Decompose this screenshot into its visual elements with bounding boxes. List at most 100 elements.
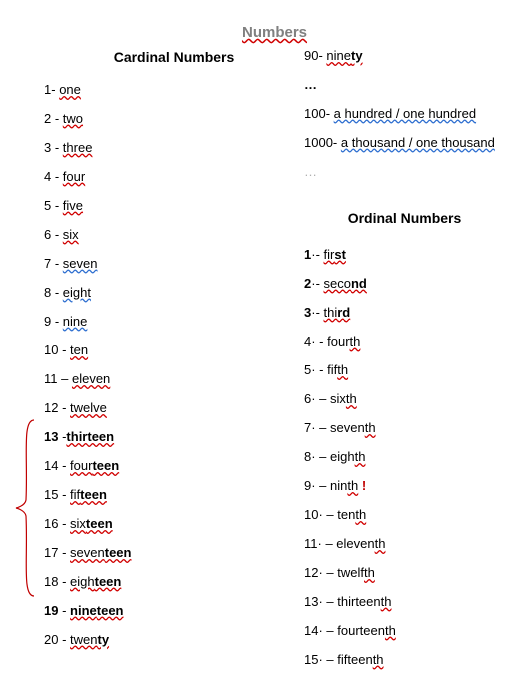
- item-separator: -: [51, 169, 63, 184]
- item-word-pre: fif: [70, 487, 80, 502]
- item-word-mid: ty: [98, 632, 110, 647]
- brace-bracket: [14, 418, 38, 598]
- item-word-mid: one: [59, 82, 81, 97]
- item-word-pre: seven: [330, 420, 365, 435]
- list-item: 6· – sixth: [304, 392, 505, 407]
- item-word-mid: five: [63, 198, 83, 213]
- item-separator: · –: [318, 623, 337, 638]
- list-item: 4 - four: [44, 170, 304, 185]
- item-word-mid: th: [355, 507, 366, 522]
- item-number: 14: [304, 623, 318, 638]
- item-word-pre: nine: [70, 603, 97, 618]
- item-word-pre: six: [330, 391, 346, 406]
- item-separator: -: [326, 106, 334, 121]
- list-item: 14 - fourteen: [44, 459, 304, 474]
- item-word-mid: th: [365, 420, 376, 435]
- item-word-mid: nine: [63, 314, 88, 329]
- item-number: 17: [44, 545, 58, 560]
- item-separator: -: [58, 603, 70, 618]
- item-separator: ·-: [311, 247, 323, 262]
- item-number: 20: [44, 632, 58, 647]
- item-separator: -: [58, 574, 70, 589]
- raw-text: …: [304, 77, 317, 92]
- list-item: 1000- a thousand / one thousand: [304, 136, 505, 151]
- item-number: 12: [44, 400, 58, 415]
- item-separator: -: [58, 516, 70, 531]
- list-item: 9 - nine: [44, 315, 304, 330]
- left-column: Cardinal Numbers 1- one2 - two3 - three4…: [44, 49, 304, 682]
- item-word-mid: four: [63, 169, 85, 184]
- list-item: 15· – fifteenth: [304, 653, 505, 668]
- item-separator: · –: [318, 594, 337, 609]
- item-word-suf: !: [358, 478, 366, 493]
- item-separator: -: [51, 256, 63, 271]
- list-item: 18 - eighteen: [44, 575, 304, 590]
- item-word-mid: a thousand / one thousand: [341, 135, 495, 150]
- cardinal-heading: Cardinal Numbers: [44, 49, 304, 65]
- item-number: 90: [304, 48, 318, 63]
- item-separator: -: [333, 135, 341, 150]
- item-word-mid: th: [350, 334, 361, 349]
- item-separator: ·-: [311, 305, 323, 320]
- item-word-mid: th: [385, 623, 396, 638]
- item-word-pre: fourteen: [337, 623, 385, 638]
- item-word-mid: th: [373, 652, 384, 667]
- item-separator: · –: [318, 652, 337, 667]
- list-item: 7· – seventh: [304, 421, 505, 436]
- list-item: 15 - fifteen: [44, 488, 304, 503]
- item-word-pre: twelf: [337, 565, 364, 580]
- item-word-mid: teen: [92, 458, 119, 473]
- item-separator: · -: [311, 362, 327, 377]
- item-separator: ·-: [311, 276, 323, 291]
- item-word-pre: six: [70, 516, 86, 531]
- item-separator: · -: [311, 334, 327, 349]
- item-word-mid: th: [375, 536, 386, 551]
- item-number: 18: [44, 574, 58, 589]
- item-word-mid: twelve: [70, 400, 107, 415]
- item-separator: · –: [318, 565, 337, 580]
- list-item: 16 - sixteen: [44, 517, 304, 532]
- raw-text: …: [304, 164, 317, 179]
- item-word-mid: six: [63, 227, 79, 242]
- item-word-mid: th: [364, 565, 375, 580]
- item-number: 11: [304, 536, 318, 551]
- item-word-pre: nin: [330, 478, 347, 493]
- item-word-pre: eigh: [330, 449, 355, 464]
- item-word-mid: ty: [351, 48, 363, 63]
- item-separator: -: [58, 545, 70, 560]
- list-item: 13· – thirteenth: [304, 595, 505, 610]
- list-item: 19 - nineteen: [44, 604, 304, 619]
- item-word-mid: seven: [63, 256, 98, 271]
- item-number: 1000: [304, 135, 333, 150]
- item-word-pre: eleven: [336, 536, 374, 551]
- item-number: 14: [44, 458, 58, 473]
- item-separator: · –: [311, 391, 330, 406]
- item-separator: -: [51, 111, 63, 126]
- list-item: …: [304, 78, 505, 93]
- item-word-pre: eigh: [70, 574, 95, 589]
- list-item: 17 - seventeen: [44, 546, 304, 561]
- item-separator: -: [51, 285, 63, 300]
- item-number: 13: [44, 429, 58, 444]
- list-item: 11· – eleventh: [304, 537, 505, 552]
- item-separator: -: [58, 400, 70, 415]
- item-separator: -: [51, 82, 59, 97]
- item-word-mid: two: [63, 111, 83, 126]
- item-number: 19: [44, 603, 58, 618]
- cardinal-right-top: 90- ninety…100- a hundred / one hundred1…: [304, 49, 505, 180]
- item-number: 100: [304, 106, 326, 121]
- list-item: 6 - six: [44, 228, 304, 243]
- item-word-mid: th: [347, 478, 358, 493]
- item-word-pre: thi: [324, 305, 338, 320]
- list-item: 10 - ten: [44, 343, 304, 358]
- item-word-mid: th: [355, 449, 366, 464]
- item-word-pre: nine: [326, 48, 351, 63]
- list-item: 8· – eighth: [304, 450, 505, 465]
- item-word-mid: teen: [80, 487, 107, 502]
- item-word-mid: th: [337, 362, 348, 377]
- item-word-pre: four: [327, 334, 349, 349]
- item-word-mid: rd: [337, 305, 350, 320]
- item-separator: -: [58, 342, 70, 357]
- item-separator: -: [58, 487, 70, 502]
- list-item: 100- a hundred / one hundred: [304, 107, 505, 122]
